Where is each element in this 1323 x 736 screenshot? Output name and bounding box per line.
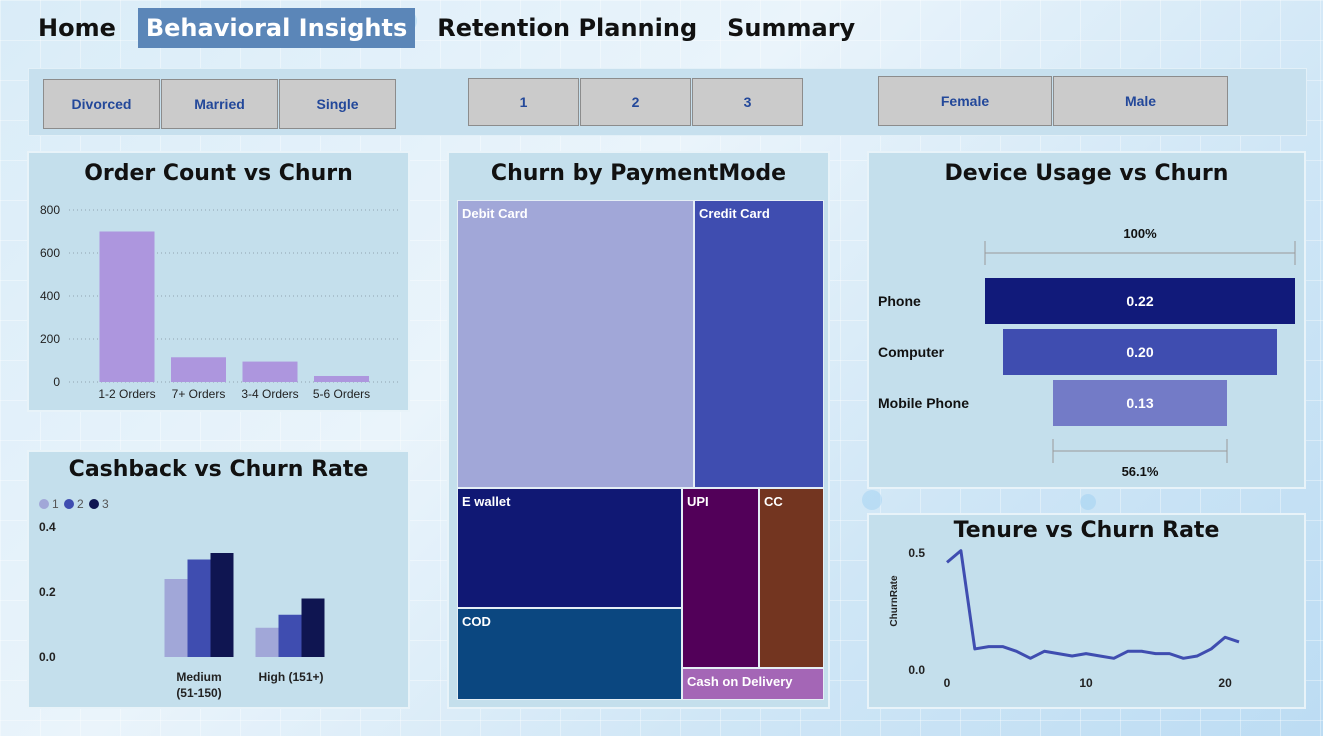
payment-mode-treemap: Debit Card Credit Card E wallet UPI CC C… [457, 200, 824, 700]
y-tick-label: 0.0 [908, 663, 925, 677]
bar [314, 375, 369, 382]
funnel-bracket-top [984, 241, 1296, 265]
treemap-cell-cc[interactable]: CC [759, 488, 824, 668]
slicer-marital-divorced[interactable]: Divorced [43, 79, 160, 129]
treemap-cell-e-wallet[interactable]: E wallet [457, 488, 682, 608]
cashback-chart-card: Cashback vs Churn Rate 0.4 0.2 0.0 1 2 3 Mediu… [27, 450, 410, 709]
legend-label: 3 [102, 497, 109, 511]
funnel-label-mobile-phone: Mobile Phone [878, 395, 969, 411]
slicer-gender-female[interactable]: Female [878, 76, 1052, 126]
slicer-tier-2[interactable]: 2 [580, 78, 691, 126]
funnel-bottom-label: 56.1% [1121, 464, 1159, 479]
x-tick-label: High (151+) [258, 670, 323, 684]
tab-behavioral-insights[interactable]: Behavioral Insights [137, 8, 416, 48]
y-tick-label: 0.4 [39, 520, 56, 534]
legend-marker [39, 499, 49, 509]
treemap-cell-debit-card[interactable]: Debit Card [457, 200, 694, 488]
bar [187, 559, 211, 657]
series-line [946, 549, 1240, 660]
bar [301, 598, 325, 657]
tenure-chart: 0.5 0.0 0 10 20 ChurnRate [889, 546, 1240, 690]
legend-label: 2 [77, 497, 84, 511]
treemap-cell-cash-on-delivery[interactable]: Cash on Delivery [682, 668, 824, 700]
tenure-chart-card: Tenure vs Churn Rate 0.5 0.0 0 10 20 ChurnRat… [867, 513, 1306, 709]
slicer-tier-1[interactable]: 1 [468, 78, 579, 126]
cashback-chart: 0.4 0.2 0.0 1 2 3 Medium (51-150) High (151+) [39, 497, 325, 700]
bar [255, 627, 279, 657]
x-tick-label: 10 [1079, 676, 1093, 690]
device-usage-chart-title: Device Usage vs Churn [944, 161, 1229, 186]
funnel-bar-mobile-phone[interactable]: 0.13 [1053, 380, 1227, 426]
legend-label: 1 [52, 497, 59, 511]
bar [99, 231, 155, 382]
device-usage-chart-card: Device Usage vs Churn 100% Phone 0.22 Co… [867, 151, 1306, 489]
bar [242, 361, 298, 382]
x-tick-label: 5-6 Orders [313, 387, 370, 401]
order-count-chart-title: Order Count vs Churn [84, 161, 353, 186]
y-tick-label: 600 [40, 246, 60, 260]
treemap-cell-cod[interactable]: COD [457, 608, 682, 700]
y-tick-label: 0 [53, 375, 60, 389]
y-tick-label: 400 [40, 289, 60, 303]
y-tick-label: 0.5 [908, 546, 925, 560]
background-circle [862, 490, 882, 510]
x-tick-label: 1-2 Orders [98, 387, 155, 401]
treemap-cell-upi[interactable]: UPI [682, 488, 759, 668]
page-navigation: Home Behavioral Insights Retention Plann… [30, 4, 877, 52]
filter-slicer-bar: Divorced Married Single 1 2 3 Female Mal… [28, 68, 1307, 136]
legend-marker [64, 499, 74, 509]
bar [171, 357, 226, 382]
tenure-chart-title: Tenure vs Churn Rate [953, 518, 1220, 543]
tab-home[interactable]: Home [38, 14, 116, 42]
funnel-bar-phone[interactable]: 0.22 [985, 278, 1295, 324]
funnel-bracket-bottom [1052, 439, 1228, 463]
bar [278, 614, 302, 657]
x-tick-label: 20 [1218, 676, 1232, 690]
y-tick-label: 0.0 [39, 650, 56, 664]
x-tick-label: 3-4 Orders [241, 387, 298, 401]
order-count-chart: 800 600 400 200 0 1-2 Orders 7+ Orders 3-4 Orde… [40, 203, 399, 401]
treemap-cell-credit-card[interactable]: Credit Card [694, 200, 824, 488]
payment-mode-chart-title: Churn by PaymentMode [490, 161, 787, 186]
x-tick-label: Medium [176, 670, 221, 684]
order-count-chart-card: Order Count vs Churn 800 600 400 200 0 1-2 Or… [27, 151, 410, 412]
x-tick-label: 0 [944, 676, 951, 690]
background-circle [1080, 494, 1096, 510]
x-tick-label: 7+ Orders [172, 387, 226, 401]
funnel-label-phone: Phone [878, 293, 921, 309]
y-tick-label: 800 [40, 203, 60, 217]
tab-retention-planning[interactable]: Retention Planning [437, 14, 698, 42]
tab-summary[interactable]: Summary [727, 14, 856, 42]
slicer-tier-3[interactable]: 3 [692, 78, 803, 126]
slicer-gender-male[interactable]: Male [1053, 76, 1228, 126]
cashback-chart-title: Cashback vs Churn Rate [68, 457, 369, 482]
payment-mode-chart-card: Churn by PaymentMode Debit Card Credit C… [447, 151, 830, 709]
y-tick-label: 200 [40, 332, 60, 346]
funnel-bar-computer[interactable]: 0.20 [1003, 329, 1277, 375]
y-tick-label: 0.2 [39, 585, 56, 599]
bar [164, 579, 188, 657]
funnel-top-label: 100% [1123, 226, 1157, 241]
x-tick-label: (51-150) [176, 686, 221, 700]
slicer-marital-married[interactable]: Married [161, 79, 278, 129]
legend-marker [89, 499, 99, 509]
slicer-marital-single[interactable]: Single [279, 79, 396, 129]
y-axis-label: ChurnRate [889, 575, 900, 627]
funnel-label-computer: Computer [878, 344, 945, 360]
bar [210, 553, 234, 657]
